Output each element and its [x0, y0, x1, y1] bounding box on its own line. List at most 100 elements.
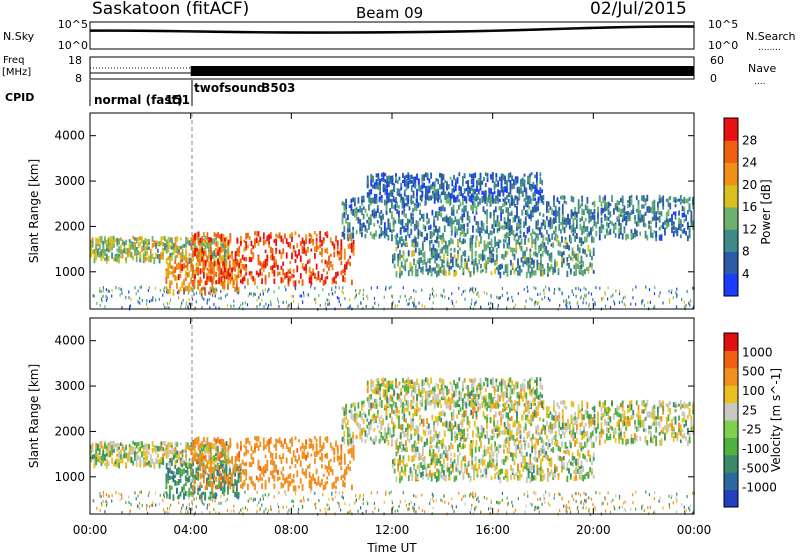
power-pixel — [507, 207, 510, 215]
power-pixel — [583, 286, 585, 290]
nsky-sample — [108, 29, 110, 32]
nsky-sample — [679, 25, 682, 28]
power-pixel — [444, 240, 447, 248]
nsky-sample — [660, 25, 662, 28]
power-pixel — [298, 234, 300, 238]
nsky-sample — [263, 31, 265, 34]
power-pixel — [486, 217, 488, 225]
power-pixel — [140, 285, 142, 289]
nsky-sample — [237, 30, 240, 34]
velocity-pixel — [169, 449, 172, 454]
power-pixel — [641, 195, 643, 201]
power-pixel — [426, 173, 429, 178]
nsky-sample — [494, 29, 496, 32]
velocity-pixel — [183, 468, 185, 475]
velocity-pixel — [190, 491, 192, 496]
power-pixel — [184, 270, 187, 277]
velocity-pixel — [170, 476, 173, 480]
power-pixel — [270, 303, 272, 307]
velocity-scatter — [90, 376, 695, 516]
power-pixel — [390, 234, 393, 241]
power-pixel — [169, 244, 172, 249]
velocity-pixel — [172, 448, 175, 455]
power-pixel — [561, 252, 563, 258]
velocity-pixel — [171, 442, 173, 446]
power-pixel — [242, 302, 244, 306]
power-pixel — [441, 249, 444, 254]
power-pixel — [402, 239, 405, 246]
nsky-sample — [116, 29, 118, 32]
power-pixel — [403, 209, 406, 217]
power-pixel — [317, 271, 320, 278]
power-pixel — [377, 176, 380, 180]
power-pixel — [483, 192, 485, 199]
velocity-pixel — [211, 443, 214, 449]
nsky-sample — [584, 26, 586, 30]
power-pixel — [199, 238, 202, 244]
nsky-sample — [193, 30, 195, 33]
velocity-pixel — [176, 481, 178, 486]
power-pixel — [444, 195, 447, 200]
power-pixel — [233, 304, 235, 308]
power-y-title: Slant Range [km] — [27, 159, 41, 263]
velocity-pixel — [222, 448, 224, 453]
power-pixel — [403, 191, 406, 197]
power-pixel — [544, 225, 547, 229]
nsky-sample — [666, 25, 669, 28]
power-pixel — [634, 214, 636, 220]
nsky-sample — [376, 31, 379, 34]
nsky-sample — [147, 29, 149, 33]
power-pixel — [387, 197, 390, 203]
power-pixel — [532, 194, 535, 201]
power-pixel — [475, 287, 477, 291]
power-pixel — [473, 218, 476, 222]
power-pixel — [391, 178, 394, 186]
velocity-pixel — [230, 482, 233, 487]
power-pixel — [434, 256, 437, 264]
nsky-sample — [205, 30, 207, 33]
nsky-sample — [600, 26, 602, 29]
power-pixel — [254, 278, 256, 286]
power-pixel — [561, 256, 563, 262]
velocity-pixel — [235, 483, 238, 489]
power-pixel — [524, 209, 527, 216]
power-pixel — [456, 198, 459, 203]
power-pixel — [572, 232, 575, 237]
power-pixel — [566, 301, 568, 305]
power-pixel — [520, 269, 523, 273]
power-pixel — [206, 279, 209, 283]
power-pixel — [352, 246, 355, 253]
power-pixel — [350, 198, 353, 204]
power-pixel — [643, 304, 645, 308]
nsky-sample — [496, 29, 498, 32]
nsky-sample — [177, 29, 179, 33]
power-pixel — [197, 260, 200, 266]
power-pixel — [398, 217, 400, 224]
power-pixel — [649, 232, 652, 238]
power-pixel — [171, 246, 173, 250]
power-pixel — [428, 188, 431, 192]
power-pixel — [413, 289, 415, 293]
power-pixel — [361, 208, 363, 216]
velocity-pixel — [222, 453, 224, 457]
power-pixel — [165, 247, 168, 254]
nsky-sample — [246, 30, 248, 34]
power-pixel — [542, 194, 545, 201]
velocity-pixel — [93, 458, 96, 464]
power-pixel — [237, 291, 239, 295]
nsky-sample — [691, 25, 694, 28]
power-pixel — [239, 279, 242, 284]
power-pixel — [419, 202, 421, 207]
power-pixel — [489, 212, 492, 219]
power-pixel — [495, 247, 498, 254]
power-pixel — [289, 269, 292, 274]
velocity-pixel — [235, 480, 238, 485]
power-pixel — [588, 231, 591, 237]
power-pixel — [264, 239, 267, 245]
power-pixel — [436, 248, 438, 254]
power-pixel — [521, 177, 524, 184]
power-pixel — [341, 231, 344, 237]
power-pixel — [688, 231, 691, 239]
nsky-sample — [300, 31, 302, 34]
power-pixel — [276, 264, 279, 271]
